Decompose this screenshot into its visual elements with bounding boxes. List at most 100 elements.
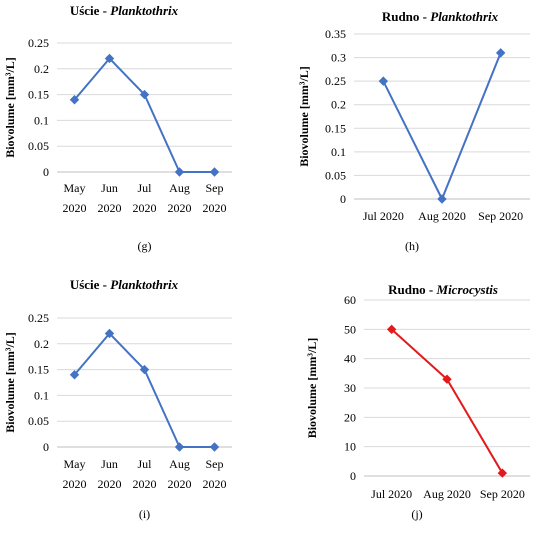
chart-title-separator: -	[419, 9, 430, 24]
y-axis-label: Biovolume [mm³/L]	[305, 338, 319, 439]
y-tick-label: 30	[344, 381, 356, 395]
chart-title-site: Uście	[70, 277, 100, 292]
data-point-marker	[497, 468, 508, 478]
data-point-marker	[104, 53, 115, 64]
x-tick-label: Aug	[169, 181, 190, 195]
data-point-marker	[69, 95, 80, 105]
x-tick-label: Jun	[101, 457, 118, 471]
chart-title-genus: Planktothrix	[110, 3, 178, 18]
series-line	[382, 52, 502, 200]
chart-title-site: Rudno	[388, 282, 426, 297]
y-tick-label: 0.1	[34, 113, 49, 127]
data-point-marker	[378, 76, 389, 86]
x-tick-label-year: 2020	[98, 201, 122, 215]
chart-panel-j: 0 10 20 30 40 50 60 Jul 2020 Aug 2020 Sep 2020 Rud…	[305, 282, 530, 521]
y-tick-label: 0.1	[34, 388, 49, 402]
y-tick-label: 0.25	[28, 36, 49, 50]
x-tick-label: Sep	[206, 457, 224, 471]
chart-title-separator: -	[99, 3, 110, 18]
data-point-marker	[139, 89, 150, 100]
series-line	[73, 332, 215, 448]
x-tick-label-year: 2020	[168, 477, 192, 491]
y-tick-label: 60	[344, 293, 356, 307]
x-tick-label-year: 2020	[63, 201, 87, 215]
chart-title-genus: Microcystis	[436, 282, 498, 297]
chart-panel-g: 0 0.05 0.1 0.15 0.2 0.25 May 2020 Jun 2020 Jul 2020…	[3, 3, 232, 253]
y-tick-label: 0.1	[331, 145, 346, 159]
x-tick-label: May	[64, 457, 86, 471]
chart-title-genus: Planktothrix	[110, 277, 178, 292]
y-axis-label: Biovolume [mm³/L]	[297, 66, 311, 167]
panel-caption: (h)	[405, 239, 419, 253]
chart-title-separator: -	[99, 277, 110, 292]
y-tick-label: 0.35	[325, 27, 346, 41]
x-tick-label-year: 2020	[133, 201, 157, 215]
x-tick-label: Jul 2020	[371, 487, 412, 501]
data-point-marker	[437, 194, 447, 204]
x-tick-label-year: 2020	[98, 477, 122, 491]
x-tick-label: Jul 2020	[363, 209, 404, 223]
data-point-marker	[209, 167, 220, 177]
y-tick-label: 0	[43, 440, 49, 454]
series-line	[390, 328, 504, 474]
data-point-marker	[69, 370, 80, 380]
y-tick-label: 50	[344, 322, 356, 336]
chart-title-separator: -	[426, 282, 437, 297]
y-tick-label: 0.05	[28, 139, 49, 153]
y-tick-label: 0.2	[34, 337, 49, 351]
y-tick-label: 0.05	[325, 168, 346, 182]
x-tick-label: Jun	[101, 181, 118, 195]
y-tick-label: 0.15	[325, 121, 346, 135]
data-point-marker	[104, 328, 115, 339]
y-tick-label: 10	[344, 440, 356, 454]
y-tick-label: 0.15	[28, 363, 49, 377]
x-tick-label: Aug 2020	[423, 487, 471, 501]
y-axis-label: Biovolume [mm³/L]	[3, 332, 17, 433]
chart-title: Uście - Planktothrix	[70, 3, 179, 18]
x-tick-label: Sep 2020	[480, 487, 525, 501]
y-tick-label: 20	[344, 410, 356, 424]
chart-title-site: Rudno	[382, 9, 420, 24]
chart-panel-h: 0 0.05 0.1 0.15 0.2 0.25 0.3 0.35 Jul 2020 Aug 20…	[297, 9, 530, 253]
x-tick-label-year: 2020	[203, 201, 227, 215]
y-axis-label: Biovolume [mm³/L]	[3, 57, 17, 158]
chart-panel-i: 0 0.05 0.1 0.15 0.2 0.25 May 2020 Jun 2020 Jul 2020…	[3, 277, 232, 521]
data-point-marker	[495, 48, 506, 58]
x-tick-label-year: 2020	[63, 477, 87, 491]
data-point-marker	[442, 374, 452, 384]
chart-title: Rudno - Planktothrix	[382, 9, 499, 24]
x-tick-label: Aug 2020	[418, 209, 466, 223]
x-tick-label: Jul	[137, 457, 152, 471]
x-tick-label-year: 2020	[168, 201, 192, 215]
chart-title: Uście - Planktothrix	[70, 277, 179, 292]
x-tick-label-year: 2020	[133, 477, 157, 491]
y-tick-label: 40	[344, 352, 356, 366]
data-point-marker	[209, 442, 220, 452]
data-point-marker	[386, 324, 397, 335]
y-tick-label: 0.2	[331, 98, 346, 112]
x-tick-label: Sep 2020	[478, 209, 523, 223]
y-tick-label: 0.15	[28, 88, 49, 102]
x-tick-label: Sep	[206, 181, 224, 195]
data-point-marker	[174, 167, 185, 177]
y-tick-label: 0.2	[34, 62, 49, 76]
y-tick-label: 0.05	[28, 414, 49, 428]
y-tick-label: 0	[340, 192, 346, 206]
x-tick-label: Jul	[137, 181, 152, 195]
y-tick-label: 0.25	[28, 311, 49, 325]
y-tick-label: 0.25	[325, 74, 346, 88]
series-line	[73, 57, 215, 173]
x-tick-label-year: 2020	[203, 477, 227, 491]
panel-caption: (g)	[138, 239, 152, 253]
data-point-marker	[139, 364, 150, 375]
chart-title: Rudno - Microcystis	[388, 282, 498, 297]
x-tick-label: May	[64, 181, 86, 195]
y-tick-label: 0.3	[331, 51, 346, 65]
x-tick-label: Aug	[169, 457, 190, 471]
y-tick-label: 0	[350, 469, 356, 483]
data-point-marker	[174, 442, 185, 452]
y-tick-label: 0	[43, 165, 49, 179]
chart-title-site: Uście	[70, 3, 100, 18]
panel-caption: (i)	[139, 507, 150, 521]
